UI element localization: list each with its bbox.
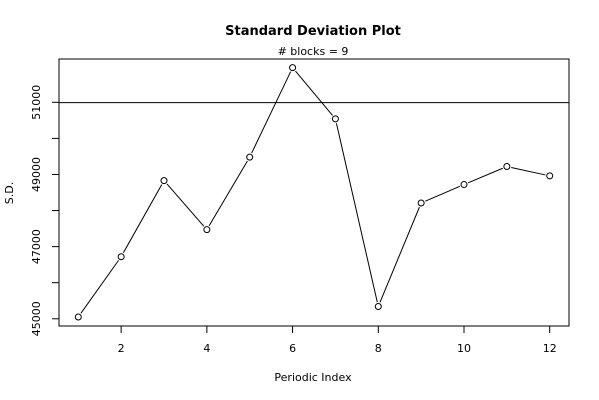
series-segment [425,185,461,202]
y-axis-label: S.D. [3,182,16,204]
plot-frame [58,58,570,327]
series-segment [467,167,503,184]
y-tick-label: 47000 [30,229,43,264]
y-axis: 45000 47000 49000 51000 [30,85,59,336]
x-tick-label: 6 [289,342,296,355]
series-segment [335,123,378,303]
data-point [503,163,511,171]
series-segment [511,166,546,176]
x-tick-label: 2 [118,342,125,355]
data-point [417,199,425,207]
x-tick-label: 10 [457,342,471,355]
series-segment [80,260,119,314]
data-point [374,303,382,311]
y-tick-label: 45000 [30,301,43,336]
data-point [460,181,468,189]
chart-subtitle: # blocks = 9 [278,45,349,58]
data-point [117,253,125,261]
x-tick-label: 4 [203,342,210,355]
x-axis: 2 4 6 8 10 12 [118,326,557,355]
x-tick-label: 12 [543,342,557,355]
series-segment [122,184,163,254]
x-axis-label: Periodic Index [274,371,352,384]
series-segment [295,70,333,116]
data-point [203,226,211,234]
series-sd [74,64,554,321]
series-segment [251,71,292,154]
y-tick-label: 49000 [30,157,43,192]
data-point [246,153,254,161]
data-point [331,115,339,123]
series-segment [379,206,420,303]
data-point [289,64,297,72]
data-point [546,172,554,180]
x-tick-label: 8 [375,342,382,355]
series-segment [166,183,205,227]
data-point [74,313,82,321]
data-point [160,177,168,185]
series-segment [208,160,248,227]
chart-title: Standard Deviation Plot [225,24,401,39]
y-tick-label: 51000 [30,85,43,120]
